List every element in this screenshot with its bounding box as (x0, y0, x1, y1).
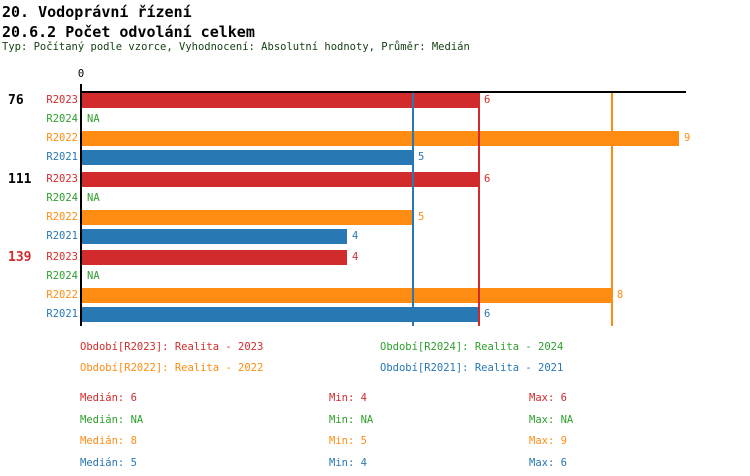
stat-median: Medián: 6 (80, 392, 137, 404)
median-line (412, 93, 414, 326)
median-line (478, 93, 480, 326)
stat-min: Min: 4 (329, 392, 367, 404)
series-label: R2021 (46, 308, 78, 320)
bar (82, 250, 347, 265)
bar-chart: 0 76 R2023 6 R2024 NA R2022 9 R2021 5 111 R2023 6 R20… (8, 68, 691, 326)
series-label: R2023 (46, 173, 78, 185)
chart-subtitle: Typ: Počítaný podle vzorce, Vyhodnocení:… (2, 41, 470, 53)
series-label: R2023 (46, 94, 78, 106)
stat-median: Medián: NA (80, 414, 144, 426)
legend-item: Období[R2021]: Realita - 2021 (380, 362, 564, 374)
stat-max: Max: 6 (529, 457, 567, 469)
bar (82, 288, 612, 303)
series-label: R2024 (46, 113, 78, 125)
group-label: 111 (8, 172, 32, 187)
series-label: R2022 (46, 132, 78, 144)
bar-value-label: 5 (418, 211, 425, 223)
legend-item: Období[R2024]: Realita - 2024 (380, 341, 564, 353)
stat-max: Max: 9 (529, 435, 567, 447)
legend-item: Období[R2023]: Realita - 2023 (80, 341, 264, 353)
stat-max: Max: 6 (529, 392, 567, 404)
bar (82, 229, 347, 244)
page-title-line2: 20.6.2 Počet odvolání celkem (2, 23, 255, 41)
bar-value-label: 6 (484, 173, 491, 185)
bar (82, 172, 479, 187)
stat-max: Max: NA (529, 414, 574, 426)
series-label: R2021 (46, 151, 78, 163)
legend-item: Období[R2022]: Realita - 2022 (80, 362, 264, 374)
na-label: NA (87, 192, 100, 204)
bar-value-label: 4 (352, 230, 359, 242)
page-title-line1: 20. Vodoprávní řízení (2, 3, 192, 21)
y-axis-line (80, 84, 82, 326)
x-axis-line (81, 91, 686, 93)
x-axis-zero-tick-label: 0 (77, 68, 85, 80)
series-label: R2023 (46, 251, 78, 263)
stat-min: Min: 5 (329, 435, 367, 447)
bar-value-label: 9 (684, 132, 691, 144)
stat-min: Min: 4 (329, 457, 367, 469)
bar (82, 150, 413, 165)
bar-value-label: 8 (617, 289, 624, 301)
group-label: 139 (8, 250, 32, 265)
series-label: R2022 (46, 289, 78, 301)
group-label: 76 (8, 93, 24, 108)
stat-min: Min: NA (329, 414, 374, 426)
bar (82, 131, 679, 146)
bar-value-label: 6 (484, 308, 491, 320)
na-label: NA (87, 113, 100, 125)
bar-value-label: 5 (418, 151, 425, 163)
stat-median: Medián: 8 (80, 435, 137, 447)
bar (82, 210, 413, 225)
bar-value-label: 6 (484, 94, 491, 106)
series-label: R2021 (46, 230, 78, 242)
median-line (611, 93, 613, 326)
bar-value-label: 4 (352, 251, 359, 263)
bar (82, 93, 479, 108)
series-label: R2022 (46, 211, 78, 223)
bar (82, 307, 479, 322)
na-label: NA (87, 270, 100, 282)
stat-median: Medián: 5 (80, 457, 137, 469)
series-label: R2024 (46, 192, 78, 204)
series-label: R2024 (46, 270, 78, 282)
